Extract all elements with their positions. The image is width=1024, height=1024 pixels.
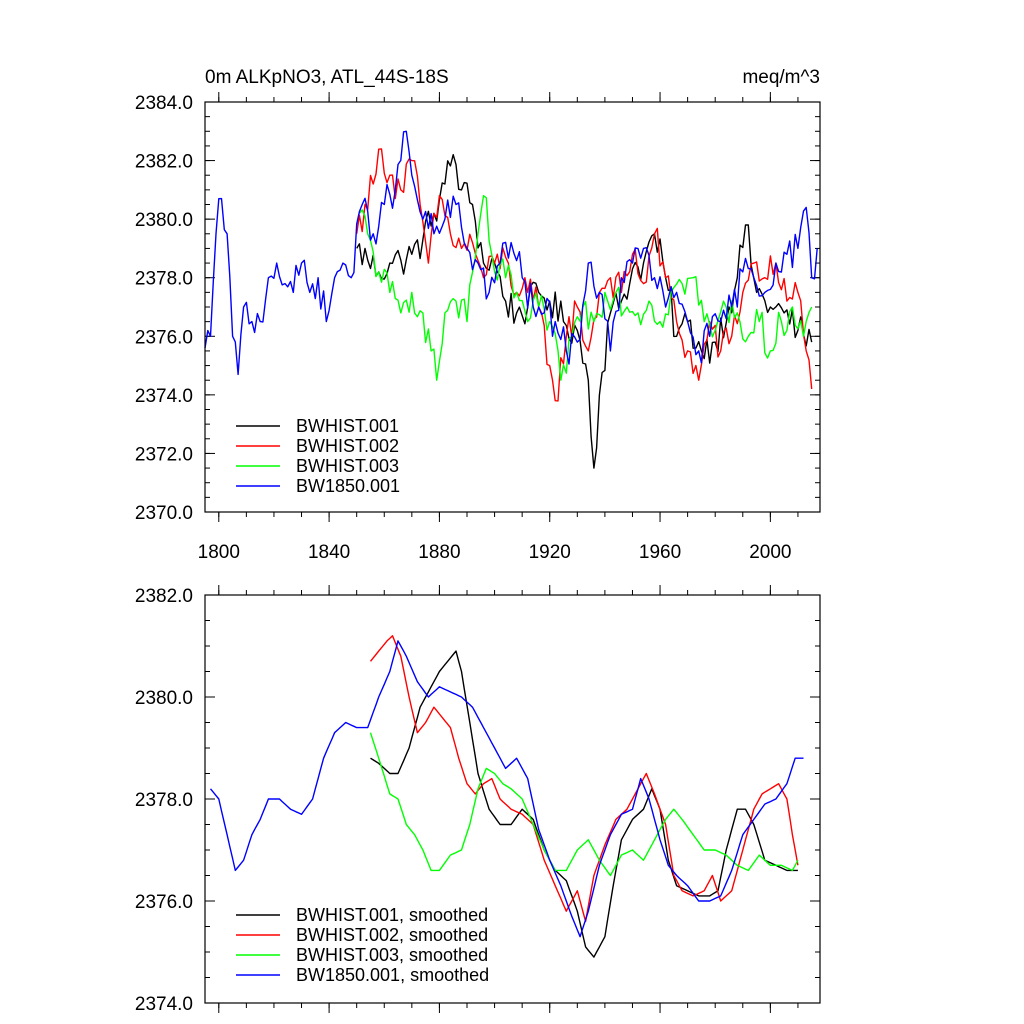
- x-tick-label: 1920: [529, 542, 571, 563]
- legend-label: BWHIST.001: [296, 416, 399, 436]
- y-tick-label: 2382.0: [135, 586, 193, 607]
- y-tick-label: 2384.0: [135, 93, 193, 114]
- top-panel: 0m ALKpNO3, ATL_44S-18S meq/m^3 2370.023…: [135, 67, 821, 563]
- y-tick-label: 2378.0: [135, 790, 193, 811]
- legend-label: BW1850.001: [296, 476, 400, 496]
- x-tick-label: 1880: [418, 542, 460, 563]
- y-tick-label: 2374.0: [135, 386, 193, 407]
- legend-label: BWHIST.003, smoothed: [296, 945, 488, 965]
- series-line: [370, 650, 798, 958]
- plot-frame: [204, 101, 821, 513]
- y-tick-label: 2372.0: [135, 444, 193, 465]
- y-tick-label: 2380.0: [135, 688, 193, 709]
- series-line: [204, 130, 818, 376]
- y-tick-label: 2370.0: [135, 503, 193, 524]
- legend-label: BW1850.001, smoothed: [296, 965, 489, 985]
- series-line: [358, 194, 813, 381]
- x-tick-label: 1960: [639, 542, 681, 563]
- series-line: [356, 153, 813, 469]
- y-tick-label: 2382.0: [135, 152, 193, 173]
- x-tick-label: 1840: [308, 542, 350, 563]
- axis-ticks: 2374.0 2376.0 2378.0 2380.0 2382.0: [135, 585, 820, 1015]
- series-group: [204, 130, 818, 469]
- bottom-panel: 2374.0 2376.0 2378.0 2380.0 2382.0 BWHIST.00…: [135, 585, 821, 1015]
- series-group: [209, 635, 804, 958]
- y-tick-label: 2374.0: [135, 994, 193, 1015]
- legend-label: BWHIST.003: [296, 456, 399, 476]
- legend-label: BWHIST.001, smoothed: [296, 905, 488, 925]
- y-tick-label: 2378.0: [135, 269, 193, 290]
- legend-label: BWHIST.002, smoothed: [296, 925, 488, 945]
- series-line: [369, 732, 799, 877]
- chart-title: 0m ALKpNO3, ATL_44S-18S: [205, 67, 449, 88]
- legend-label: BWHIST.002: [296, 436, 399, 456]
- chart-units: meq/m^3: [742, 67, 820, 88]
- plot-frame: [204, 594, 821, 1004]
- axis-ticks: 2370.0 2372.0 2374.0 2376.0 2378.0 2380.0 2382…: [135, 92, 820, 563]
- y-tick-label: 2376.0: [135, 892, 193, 913]
- y-tick-label: 2380.0: [135, 210, 193, 231]
- x-tick-label: 1800: [198, 542, 240, 563]
- series-line: [209, 640, 804, 938]
- x-tick-label: 2000: [749, 542, 791, 563]
- y-tick-label: 2376.0: [135, 327, 193, 348]
- series-line: [369, 635, 799, 923]
